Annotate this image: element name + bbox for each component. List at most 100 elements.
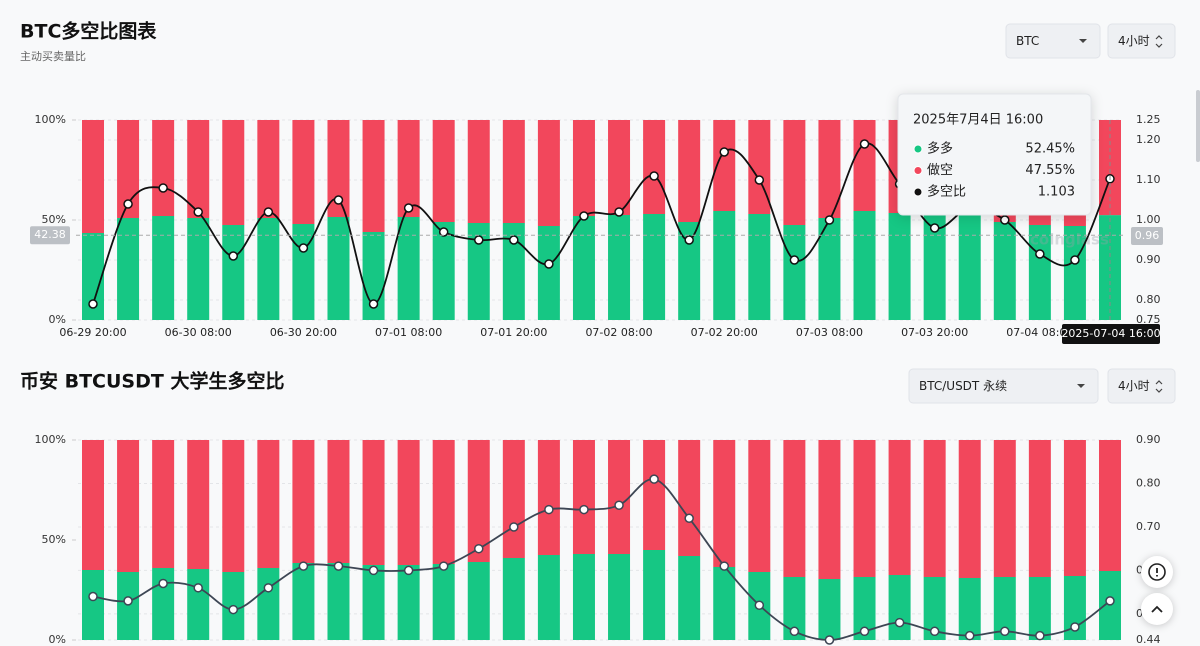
long-bar <box>117 218 140 320</box>
icon <box>1151 605 1163 613</box>
long-bar <box>467 562 490 640</box>
long-bar <box>923 577 946 640</box>
ratio-point <box>333 561 344 571</box>
long-bar <box>748 214 771 320</box>
short-bar <box>467 120 490 223</box>
ratio-point <box>1035 249 1045 259</box>
ratio-point <box>719 561 729 571</box>
x-tick-label: 07-04 08:00 <box>1006 326 1073 339</box>
ratio-point <box>193 207 203 217</box>
ratio-point <box>579 211 589 221</box>
long-bar <box>643 550 666 640</box>
short-bar <box>608 440 631 554</box>
tooltip-value: 52.45% <box>1025 142 1075 157</box>
ratio-point <box>228 251 239 261</box>
short-bar <box>117 120 140 218</box>
ratio-point <box>158 578 168 589</box>
ratio-point <box>754 600 765 610</box>
short-bar <box>397 120 420 217</box>
short-bar <box>292 120 315 224</box>
y2-tick-label: 1.00 <box>1136 213 1161 226</box>
sort-icon <box>1155 35 1163 48</box>
short-bar <box>1099 440 1121 571</box>
selector[interactable]: 4小时 <box>1107 23 1176 59</box>
ratio-point <box>824 635 835 645</box>
short-bar <box>432 440 455 564</box>
selector[interactable]: BTC <box>1005 23 1101 59</box>
scroll-top-button[interactable] <box>1141 593 1173 625</box>
long-bar <box>853 211 876 320</box>
y-tick-label: 100% <box>35 113 66 126</box>
tooltip-dot <box>913 187 923 197</box>
x-tick-label: 07-02 20:00 <box>691 326 758 339</box>
x-tick-label: 06-30 08:00 <box>165 326 232 339</box>
ratio-point <box>754 175 765 185</box>
short-bar <box>362 120 385 232</box>
ratio-point <box>403 203 414 213</box>
ratio-point <box>403 565 414 576</box>
crosshair-y-label: 42.38 <box>34 228 66 241</box>
crosshair-x-label: 2025-07-04 16:00 <box>1061 327 1160 340</box>
ratio-point <box>438 227 449 237</box>
watermark: coinglass <box>1030 231 1109 249</box>
short-bar <box>783 120 806 225</box>
short-bar <box>117 440 140 572</box>
short-bar <box>187 440 210 569</box>
y2-tick-label: 1.20 <box>1136 133 1161 146</box>
feedback-button[interactable] <box>1141 556 1173 588</box>
selector-label: BTC/USDT 永续 <box>919 379 1007 393</box>
long-bar <box>888 213 911 320</box>
button-circle[interactable] <box>1141 593 1173 625</box>
short-bar <box>152 440 175 568</box>
y-tick-label: 50% <box>42 533 66 546</box>
ratio-point <box>438 561 449 571</box>
short-bar <box>678 120 701 222</box>
long-bar <box>783 225 806 320</box>
ratio-point <box>859 139 870 149</box>
short-bar <box>257 120 280 218</box>
long-bar <box>397 217 420 320</box>
y2-tick-label: 0.70 <box>1136 520 1161 533</box>
crosshair-y-box <box>30 226 70 245</box>
ratio-point <box>964 630 975 641</box>
short-bar <box>292 440 315 563</box>
ratio-point <box>368 299 379 309</box>
short-bar <box>1028 440 1051 577</box>
selector[interactable]: 4小时 <box>1107 368 1176 404</box>
x-tick-label: 07-01 20:00 <box>480 326 547 339</box>
tooltip-box <box>897 93 1092 216</box>
selector-box[interactable] <box>1107 368 1176 404</box>
short-bar <box>748 440 771 572</box>
scrollbar[interactable] <box>1196 90 1200 162</box>
ratio-point <box>929 223 940 233</box>
x-tick-label: 07-02 08:00 <box>585 326 652 339</box>
dropdown-caret <box>1077 384 1085 388</box>
selector-label: 4小时 <box>1118 379 1150 393</box>
short-bar <box>643 440 666 550</box>
ratio-point <box>579 504 589 515</box>
ratio-point <box>929 626 940 637</box>
tooltip-series-name: 做空 <box>927 163 953 178</box>
ratio-point <box>544 504 554 515</box>
ratio-point <box>1000 215 1010 225</box>
selector-box[interactable] <box>1107 23 1176 59</box>
selector-box[interactable] <box>1005 23 1101 59</box>
ratio-point <box>474 235 484 245</box>
y2-tick-label: 0.90 <box>1136 253 1161 266</box>
short-bar <box>432 120 455 222</box>
sort-icon <box>1155 380 1163 393</box>
short-bar <box>502 120 525 223</box>
short-bar <box>958 440 981 578</box>
ratio-point <box>684 235 694 245</box>
short-bar <box>467 440 490 562</box>
selector[interactable]: BTC/USDT 永续 <box>908 368 1099 404</box>
ratio-point <box>789 626 800 637</box>
selector-box[interactable] <box>908 368 1099 404</box>
short-bar <box>853 120 876 211</box>
short-bar <box>502 440 525 558</box>
tooltip-value: 47.55% <box>1025 163 1075 178</box>
short-bar <box>362 440 385 565</box>
ratio-point <box>859 626 870 637</box>
long-bar <box>678 222 701 320</box>
ratio-point <box>509 235 519 245</box>
